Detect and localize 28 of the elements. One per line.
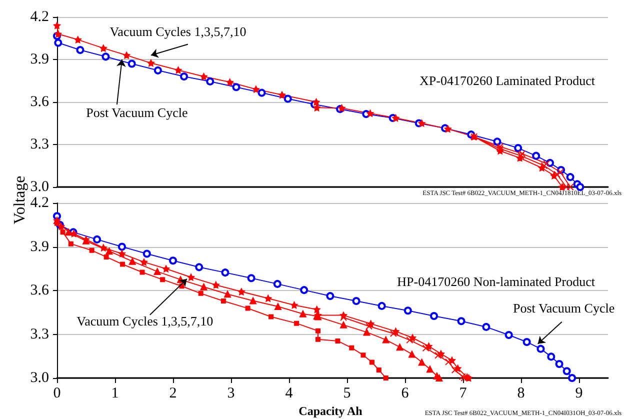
y-tick-label: 3.9	[30, 238, 49, 255]
y-tick-label: 3.3	[30, 136, 49, 152]
x-tick-label: 2	[169, 386, 177, 402]
annotation: Vacuum Cycles 1,3,5,7,10	[110, 24, 246, 39]
x-tick-label: 7	[459, 386, 468, 402]
text: HP-04170260 Non-laminated Product	[397, 274, 596, 289]
text: XP-04170260 Laminated Product	[420, 73, 596, 88]
x-tick-label: 8	[517, 386, 525, 402]
annotation: Vacuum Cycles 1,3,5,7,10	[76, 313, 214, 328]
y-tick-label: 4.2	[30, 9, 49, 25]
y-tick-label: 3.9	[30, 52, 49, 68]
x-tick-label: 9	[575, 386, 583, 402]
x-tick-label: 6	[401, 386, 410, 402]
annotation: Post Vacuum Cycle	[513, 300, 615, 316]
x-tick-label: 5	[343, 386, 351, 402]
x-tick-label: 4	[285, 386, 294, 402]
y-tick-label: 4.2	[30, 195, 49, 211]
x-axis-title: Capacity Ah	[298, 404, 363, 418]
x-tick-label: 1	[111, 386, 119, 402]
y-tick-label: 3.0	[30, 179, 49, 195]
y-tick-label: 3.0	[30, 370, 49, 386]
y-tick-label: 3.6	[30, 282, 50, 298]
x-tick-label: 0	[53, 386, 61, 402]
y-tick-label: 3.3	[30, 326, 49, 342]
y-tick-label: 3.6	[30, 94, 50, 110]
y-axis-title: Voltage	[12, 176, 28, 224]
x-tick-label: 3	[227, 386, 235, 402]
annotation: Post Vacuum Cycle	[86, 105, 188, 120]
